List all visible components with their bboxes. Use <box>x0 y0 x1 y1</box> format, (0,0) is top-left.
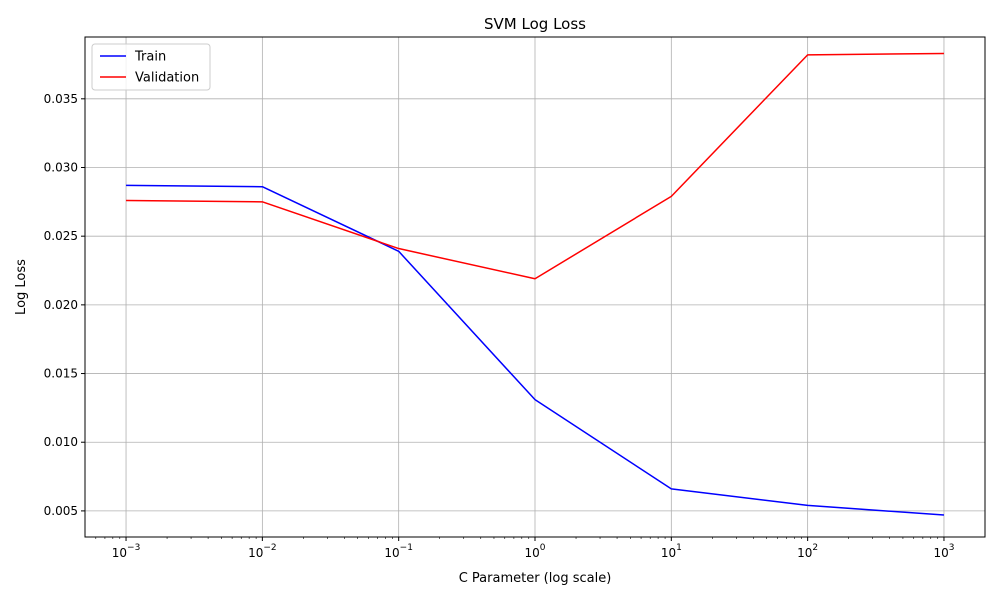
chart-title: SVM Log Loss <box>484 15 586 33</box>
y-tick-label: 0.005 <box>44 504 78 518</box>
legend-label: Validation <box>135 71 199 86</box>
y-tick-label: 0.030 <box>44 160 78 174</box>
legend: Train Validation <box>92 44 210 90</box>
y-tick-label: 0.035 <box>44 92 78 106</box>
legend-label: Train <box>134 50 166 65</box>
y-tick-label: 0.015 <box>44 367 78 381</box>
x-axis-label: C Parameter (log scale) <box>459 571 612 586</box>
y-tick-label: 0.010 <box>44 435 78 449</box>
y-tick-label: 0.020 <box>44 298 78 312</box>
y-axis-label: Log Loss <box>14 259 29 315</box>
y-tick-label: 0.025 <box>44 229 78 243</box>
